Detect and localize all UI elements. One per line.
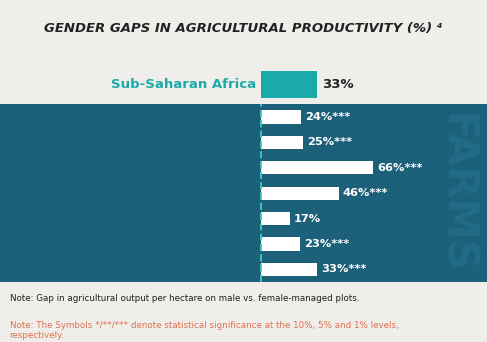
Text: 23%***: 23%*** [304, 239, 349, 249]
Bar [261, 237, 300, 251]
Text: Note: Gap in agricultural output per hectare on male vs. female-managed plots.: Note: Gap in agricultural output per hec… [10, 294, 359, 303]
Bar [261, 110, 301, 123]
Text: 33%: 33% [322, 78, 353, 91]
Bar [261, 187, 339, 200]
Bar [261, 136, 303, 149]
Text: 17%: 17% [293, 214, 320, 224]
Text: FARMS: FARMS [434, 114, 476, 273]
Text: GENDER GAPS IN AGRICULTURAL PRODUCTIVITY (%) ⁴: GENDER GAPS IN AGRICULTURAL PRODUCTIVITY… [44, 22, 443, 35]
Bar [261, 161, 373, 174]
Bar [261, 263, 317, 276]
Text: Note: The Symbols */**/*** denote statistical significance at the 10%, 5% and 1%: Note: The Symbols */**/*** denote statis… [10, 321, 398, 340]
Bar [261, 212, 289, 225]
Text: 46%***: 46%*** [343, 188, 388, 198]
Bar [261, 70, 317, 98]
Text: 25%***: 25%*** [307, 137, 352, 147]
Text: 33%***: 33%*** [321, 264, 366, 274]
Text: 24%***: 24%*** [305, 112, 351, 122]
Text: 66%***: 66%*** [377, 163, 422, 173]
Text: Sub-Saharan Africa: Sub-Saharan Africa [111, 78, 256, 91]
